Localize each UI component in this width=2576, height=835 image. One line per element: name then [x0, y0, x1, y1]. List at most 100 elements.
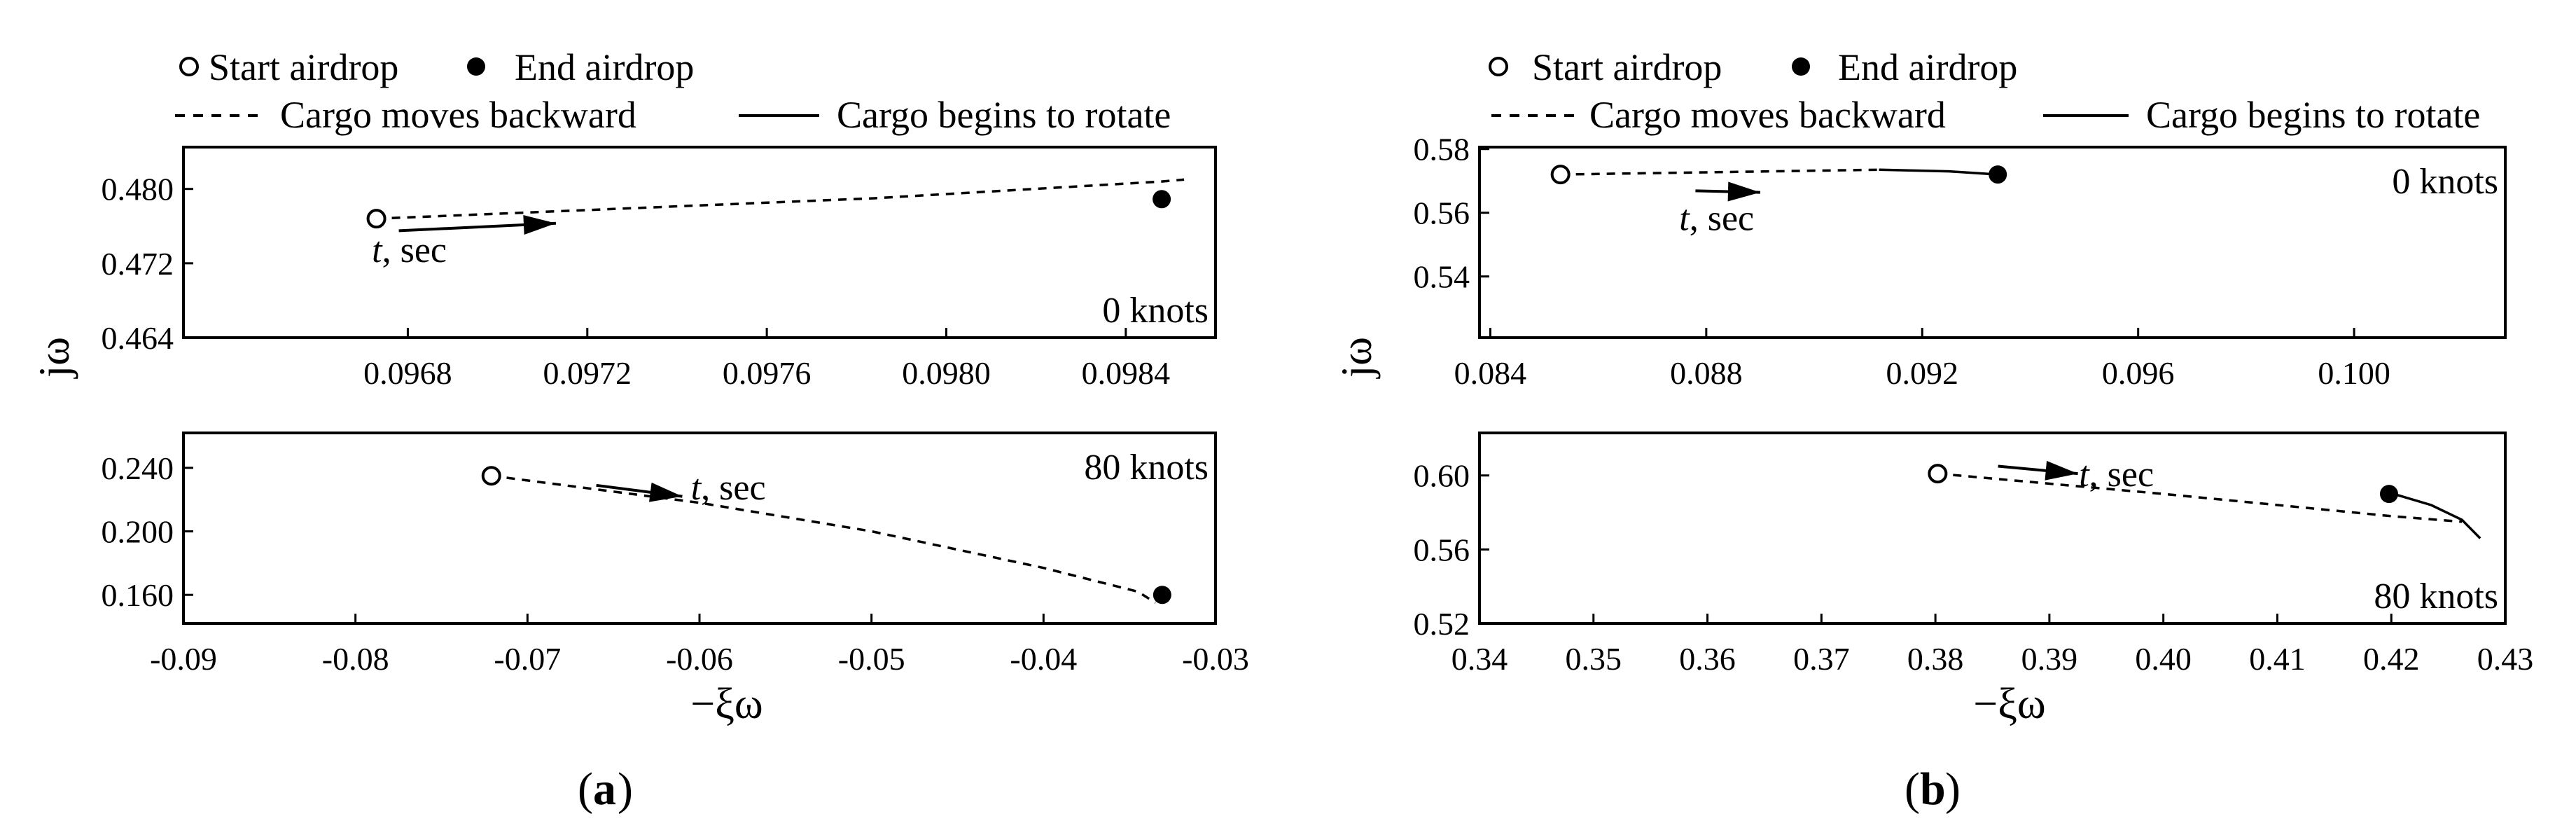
x-tick-label: 0.36 — [1679, 641, 1736, 677]
x-tick-label: 0.41 — [2249, 641, 2306, 677]
panel-letter-b: b — [1920, 764, 1946, 815]
x-tick-label: 0.43 — [2477, 641, 2534, 677]
speed-annotation: 80 knots — [1084, 448, 1209, 488]
svg-text:(: ( — [1905, 764, 1920, 815]
time-label: t, sec — [1679, 199, 1754, 239]
end-marker — [1153, 586, 1171, 605]
x-tick-label: 0.40 — [2135, 641, 2192, 677]
x-tick-label: -0.04 — [1010, 641, 1077, 677]
panel-label-a: ( a ) — [578, 764, 633, 815]
x-tick-label: -0.09 — [150, 641, 217, 677]
time-label: t, sec — [2079, 455, 2154, 495]
y-tick-label: 0.160 — [102, 577, 174, 613]
x-tick-label: 0.0984 — [1082, 355, 1171, 391]
y-tick-label: 0.52 — [1414, 606, 1470, 642]
x-tick-label: 0.084 — [1454, 355, 1527, 391]
legend-dashed-label: Cargo moves backward — [280, 94, 636, 136]
speed-annotation: 0 knots — [2392, 162, 2498, 202]
speed-annotation: 0 knots — [1102, 291, 1209, 331]
x-tick-label: 0.0976 — [723, 355, 812, 391]
legend-b: Start airdrop End airdrop Cargo moves ba… — [1489, 46, 2480, 136]
start-marker — [1928, 464, 1948, 484]
y-tick-label: 0.58 — [1414, 132, 1470, 167]
x-tick-label: 0.088 — [1670, 355, 1743, 391]
start-marker — [481, 466, 501, 486]
end-marker — [2379, 485, 2398, 504]
x-tick-label: -0.06 — [666, 641, 733, 677]
plot-frame — [182, 432, 1217, 625]
y-tick-label: 0.60 — [1414, 458, 1470, 494]
legend-start-marker — [179, 57, 199, 76]
panel-letter-a: a — [593, 764, 616, 815]
y-tick-label: 0.464 — [102, 320, 174, 356]
x-tick-label: -0.03 — [1182, 641, 1249, 677]
svg-text:(: ( — [578, 764, 593, 815]
series-line-dashed — [376, 178, 1185, 220]
time-arrow-head — [523, 214, 556, 235]
time-label: t, sec — [372, 230, 447, 270]
plot-frame — [182, 146, 1217, 339]
x-tick-label: 0.092 — [1886, 355, 1959, 391]
speed-annotation: 80 knots — [2374, 577, 2498, 616]
x-tick-label: 0.0980 — [902, 355, 991, 391]
x-tick-label: -0.07 — [494, 641, 561, 677]
y-tick-label: 0.54 — [1414, 259, 1470, 295]
legend-start-label: Start airdrop — [1532, 46, 1722, 88]
panel-label-b: ( b ) — [1905, 764, 1961, 815]
plot-b-bottom: 0.34 0.35 0.36 0.37 0.38 0.39 0.40 0.41 0.42 0.43… — [1414, 432, 2534, 677]
y-axis-label-a: jω — [31, 337, 78, 379]
legend-dashed-label: Cargo moves backward — [1589, 94, 1946, 136]
legend-a: Start airdrop End airdrop Cargo moves ba… — [175, 46, 1171, 136]
y-tick-label: 0.240 — [102, 450, 174, 486]
legend-solid-label: Cargo begins to rotate — [2146, 94, 2480, 136]
x-tick-label: 0.0972 — [543, 355, 632, 391]
start-marker — [366, 209, 387, 229]
start-marker — [1550, 165, 1571, 185]
x-axis-label-a: −ξω — [690, 680, 763, 728]
x-tick-label: -0.08 — [322, 641, 389, 677]
legend-end-marker — [467, 57, 485, 76]
svg-text:): ) — [618, 764, 633, 815]
y-axis-label-b: jω — [1333, 337, 1381, 379]
time-label: t, sec — [691, 468, 766, 508]
legend-start-label: Start airdrop — [209, 46, 398, 88]
time-arrow-head — [649, 482, 683, 502]
y-tick-label: 0.480 — [102, 172, 174, 207]
x-tick-label: 0.100 — [2318, 355, 2390, 391]
x-tick-label: 0.0968 — [363, 355, 452, 391]
legend-solid-label: Cargo begins to rotate — [837, 94, 1171, 136]
plot-frame — [1478, 432, 2507, 625]
time-arrow-head — [2045, 460, 2078, 481]
x-tick-label: 0.34 — [1451, 641, 1508, 677]
series-line-dashed — [1560, 168, 1879, 176]
series-line-dashed — [1937, 472, 2463, 523]
x-tick-label: 0.38 — [1907, 641, 1964, 677]
plot-a-top: 0.0968 0.0972 0.0976 0.0980 0.0984 0.480 0.472… — [102, 146, 1217, 391]
x-axis-label-b: −ξω — [1973, 680, 2045, 728]
y-tick-label: 0.56 — [1414, 532, 1470, 567]
x-tick-label: 0.37 — [1793, 641, 1850, 677]
legend-end-marker — [1792, 57, 1810, 76]
x-tick-label: -0.05 — [838, 641, 905, 677]
y-tick-label: 0.200 — [102, 514, 174, 550]
legend-end-label: End airdrop — [1838, 46, 2017, 88]
plot-frame — [1478, 146, 2507, 339]
x-tick-label: 0.39 — [2021, 641, 2078, 677]
x-tick-label: 0.35 — [1566, 641, 1622, 677]
plot-a-bottom: -0.09 -0.08 -0.07 -0.06 -0.05 -0.04 -0.03 0.240… — [102, 432, 1249, 677]
svg-text:): ) — [1945, 764, 1961, 815]
legend-start-marker — [1489, 57, 1508, 76]
x-tick-label: 0.096 — [2102, 355, 2175, 391]
y-tick-label: 0.56 — [1414, 195, 1470, 231]
end-marker — [1989, 165, 2007, 184]
series-line-solid — [2393, 492, 2481, 539]
series-line-dashed — [491, 474, 1156, 604]
legend-end-label: End airdrop — [515, 46, 694, 88]
y-tick-label: 0.472 — [102, 246, 174, 282]
series-line-solid — [1879, 168, 1998, 176]
x-tick-label: 0.42 — [2363, 641, 2420, 677]
time-arrow-head — [1727, 181, 1760, 202]
plot-b-top: 0.084 0.088 0.092 0.096 0.100 0.58 0.56 0.54 t, … — [1414, 132, 2507, 391]
end-marker — [1153, 190, 1171, 209]
